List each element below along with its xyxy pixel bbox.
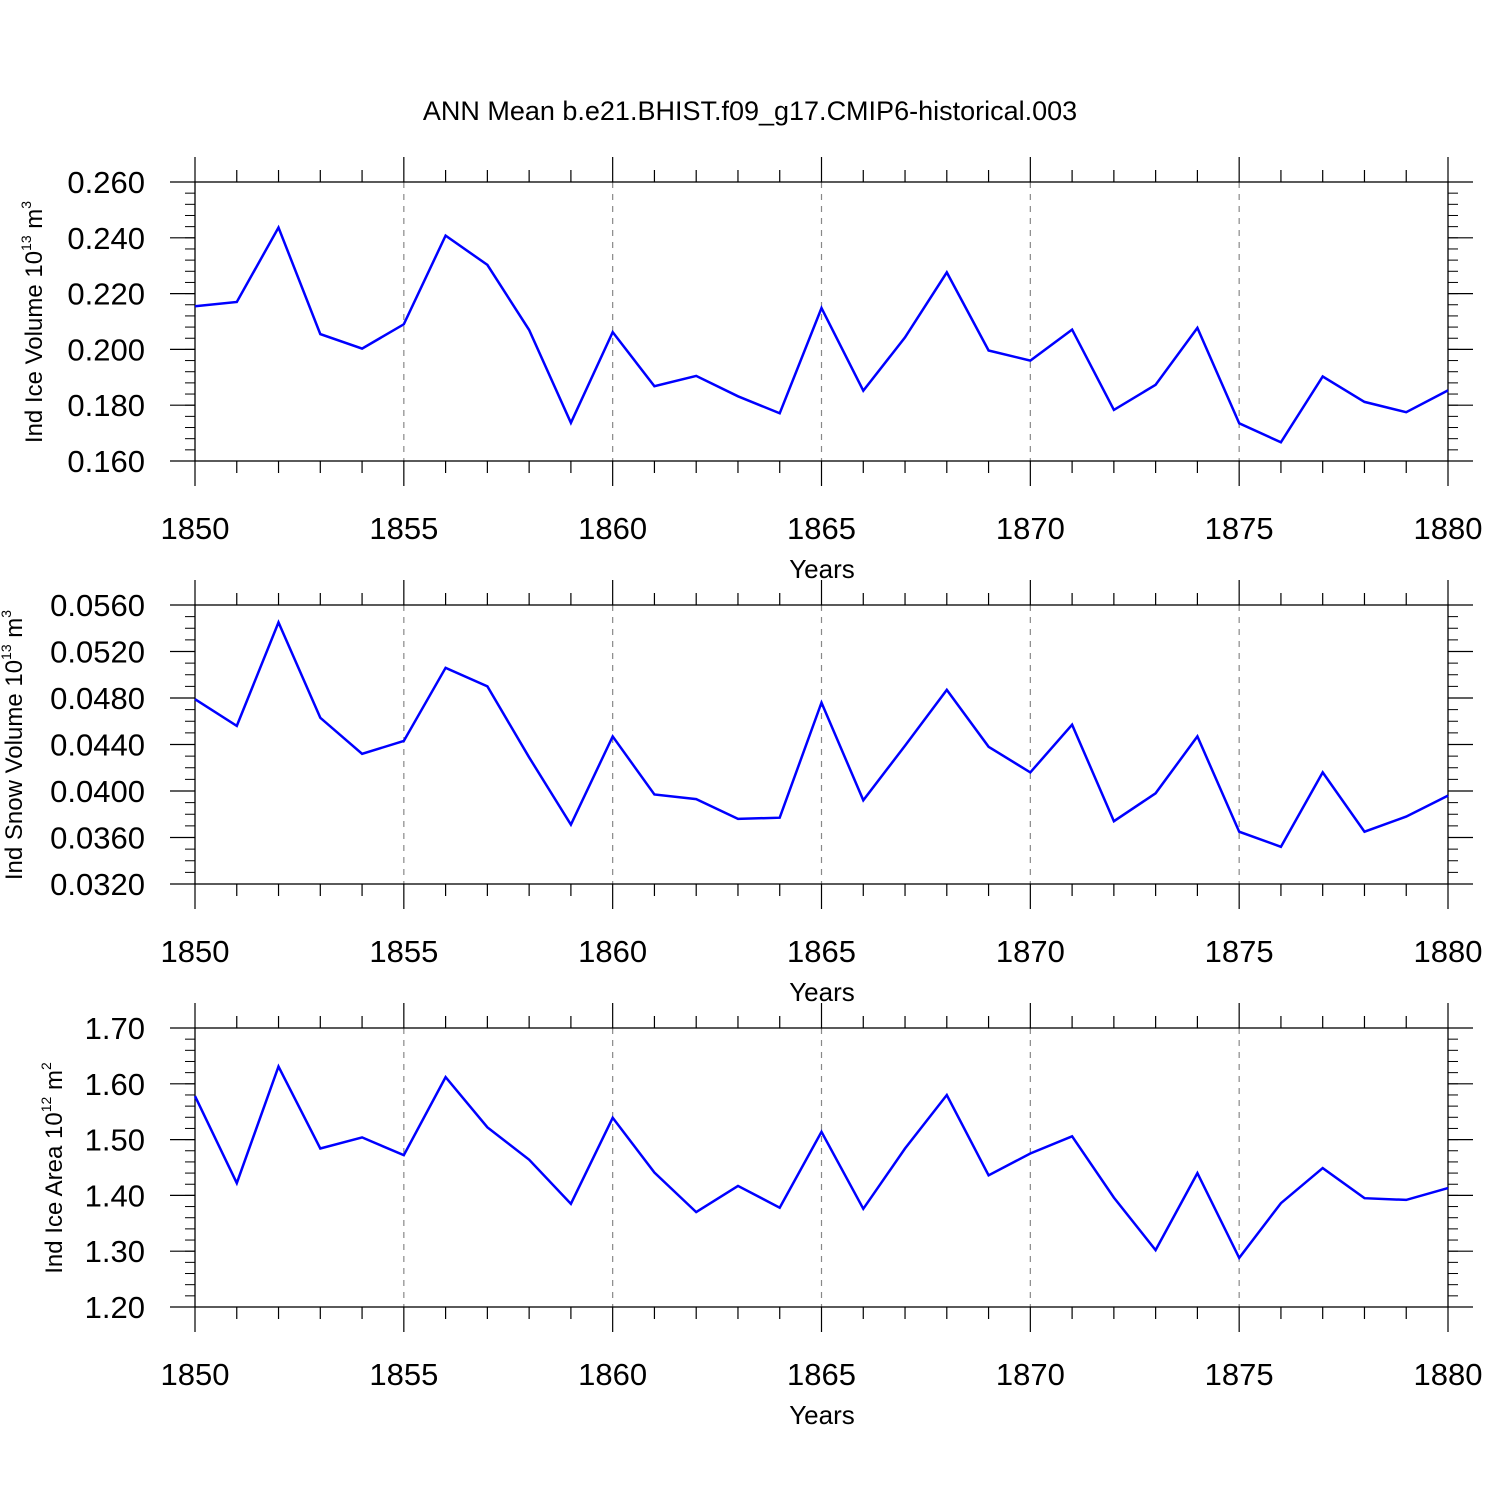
y-tick-label: 0.180 <box>67 388 145 423</box>
y-axis-unit-exponent: 12 <box>38 1097 54 1113</box>
plot-frame <box>194 1027 1449 1308</box>
plot-frame <box>194 181 1449 462</box>
x-tick-label: 1875 <box>1205 1357 1274 1392</box>
x-axis-title: Years <box>789 554 855 584</box>
y-tick-label: 0.220 <box>67 277 145 312</box>
y-tick-label: 0.0560 <box>50 588 145 623</box>
y-axis-unit-symbol: m <box>41 1070 68 1090</box>
x-tick-label: 1880 <box>1414 1357 1483 1392</box>
x-tick-label: 1870 <box>996 511 1065 546</box>
x-tick-label: 1870 <box>996 1357 1065 1392</box>
x-axis-title: Years <box>789 977 855 1007</box>
y-tick-label: 0.200 <box>67 332 145 367</box>
y-axis-unit-symbol-exponent: 2 <box>38 1062 54 1070</box>
y-axis-title: Ind Ice Area 1012 m2 <box>38 1062 68 1274</box>
y-axis-unit-base: 10 <box>21 251 48 278</box>
y-axis-title-text: Ind Ice Volume <box>21 284 48 443</box>
y-axis-unit-exponent: 13 <box>0 644 14 660</box>
x-tick-label: 1880 <box>1414 934 1483 969</box>
x-tick-label: 1855 <box>369 511 438 546</box>
y-tick-label: 1.60 <box>85 1067 145 1102</box>
panel-ice-area: Years Ind Ice Area 1012 m2 1.20 1.30 1.40 1… <box>38 1003 1482 1430</box>
y-tick-label: 0.0480 <box>50 681 145 716</box>
x-tick-label: 1875 <box>1205 934 1274 969</box>
x-tick-label: 1855 <box>369 934 438 969</box>
x-tick-label: 1865 <box>787 511 856 546</box>
x-tick-label: 1860 <box>578 1357 647 1392</box>
y-axis-unit-symbol: m <box>1 618 28 638</box>
y-axis-unit-base: 10 <box>1 660 28 687</box>
x-tick-label: 1860 <box>578 511 647 546</box>
series-line <box>194 224 1449 444</box>
x-axis-title: Years <box>789 1400 855 1430</box>
y-axis-unit-symbol: m <box>21 209 48 229</box>
x-tick-label: 1850 <box>161 1357 230 1392</box>
x-tick-label: 1860 <box>578 934 647 969</box>
y-tick-label: 1.40 <box>85 1178 145 1213</box>
panel-snow-volume: Years Ind Snow Volume 1013 m3 0.0320 0.03… <box>0 580 1482 1007</box>
y-axis-unit-exponent: 13 <box>18 235 34 251</box>
y-axis-unit-symbol-exponent: 3 <box>18 201 34 209</box>
y-tick-label: 0.0520 <box>50 635 145 670</box>
x-tick-label: 1865 <box>787 1357 856 1392</box>
y-axis-title: Ind Snow Volume 1013 m3 <box>0 610 28 880</box>
y-tick-label: 0.240 <box>67 221 145 256</box>
series-line <box>193 1063 1449 1261</box>
x-tick-label: 1850 <box>161 511 230 546</box>
y-tick-label: 0.0440 <box>50 728 145 763</box>
figure-title: ANN Mean b.e21.BHIST.f09_g17.CMIP6-histo… <box>423 96 1077 126</box>
x-tick-label: 1855 <box>369 1357 438 1392</box>
series-line <box>194 619 1449 849</box>
y-tick-label: 1.70 <box>85 1011 145 1046</box>
plot-frame <box>194 604 1449 885</box>
y-tick-label: 0.0360 <box>50 821 145 856</box>
y-axis-title-text: Ind Ice Area <box>41 1145 68 1274</box>
y-tick-label: 0.260 <box>67 165 145 200</box>
y-axis-unit-symbol-exponent: 3 <box>0 610 14 618</box>
y-axis-title-text: Ind Snow Volume <box>1 693 28 880</box>
x-tick-label: 1870 <box>996 934 1065 969</box>
x-tick-label: 1850 <box>161 934 230 969</box>
y-tick-label: 1.30 <box>85 1234 145 1269</box>
y-tick-label: 0.0400 <box>50 774 145 809</box>
y-axis-title: Ind Ice Volume 1013 m3 <box>18 201 48 443</box>
y-tick-label: 1.50 <box>85 1123 145 1158</box>
y-axis-unit-base: 10 <box>41 1112 68 1139</box>
panel-ice-volume: Years Ind Ice Volume 1013 m3 0.160 0.180 0… <box>18 157 1482 584</box>
x-tick-label: 1880 <box>1414 511 1483 546</box>
x-tick-label: 1875 <box>1205 511 1274 546</box>
y-tick-label: 0.160 <box>67 444 145 479</box>
y-tick-label: 0.0320 <box>50 867 145 902</box>
x-tick-label: 1865 <box>787 934 856 969</box>
y-tick-label: 1.20 <box>85 1290 145 1325</box>
